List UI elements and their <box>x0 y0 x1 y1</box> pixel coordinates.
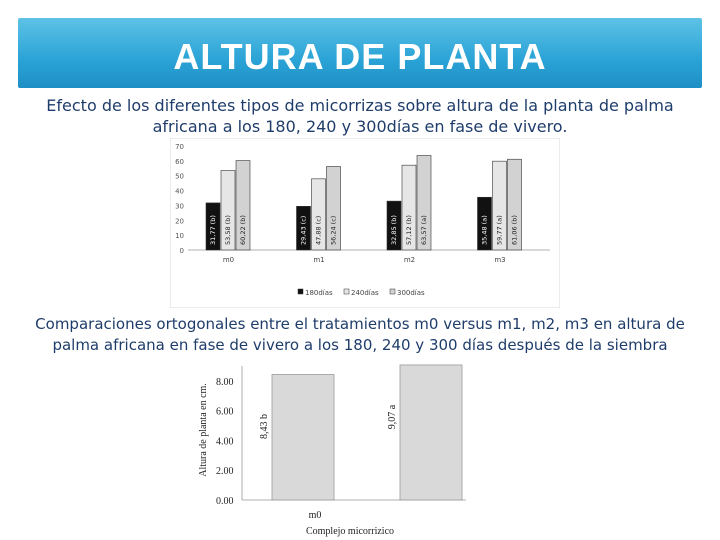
bar <box>296 206 311 251</box>
height-by-treatment-chart: 0 10 20 30 40 50 60 70 31,77 (b) 53,58 (b) 60,22 (… <box>170 138 560 308</box>
y-tick-label: 0 <box>180 247 184 255</box>
x-tick-label: m0 <box>223 256 234 264</box>
y-tick-label: 2.00 <box>216 466 234 477</box>
bar <box>477 196 492 251</box>
bar-data-label: 8,43 b <box>259 414 270 439</box>
x-tick-label: m1 <box>313 256 324 264</box>
title-banner: ALTURA DE PLANTA <box>18 18 702 88</box>
bar <box>399 364 463 501</box>
y-tick-label: 50 <box>175 173 184 181</box>
bar-data-label: 31,77 (b) <box>209 215 217 245</box>
bar-data-label: 59,77 (a) <box>496 215 504 245</box>
bar <box>235 160 251 251</box>
legend-label: 240días <box>351 289 379 297</box>
y-tick-label: 60 <box>175 158 184 166</box>
bar-data-label: 61,06 (b) <box>511 215 519 245</box>
bar <box>401 164 417 251</box>
bar-data-label: 60,22 (b) <box>239 215 247 245</box>
bar-data-label: 35,48 (a) <box>481 215 489 245</box>
y-tick-label: 4.00 <box>216 436 234 447</box>
x-tick-label: m2 <box>404 256 415 264</box>
bar-data-label: 29,43 (c) <box>300 216 308 245</box>
bar-data-label: 57,12 (b) <box>405 215 413 245</box>
page-title: ALTURA DE PLANTA <box>173 36 547 77</box>
y-tick-label: 6.00 <box>216 407 234 418</box>
y-tick-label: 0.00 <box>216 496 234 507</box>
x-tick-label: m3 <box>494 256 505 264</box>
orthogonal-comparison-chart: 0.00 2.00 4.00 6.00 8.00 8,43 b 9,07 a Altura d… <box>198 364 466 537</box>
y-tick-label: 30 <box>175 202 184 210</box>
x-axis-label: Complejo micorrizico <box>306 526 394 537</box>
bar <box>311 178 326 251</box>
y-tick-label: 70 <box>175 143 184 151</box>
y-axis-label: Altura de planta en cm. <box>198 383 209 477</box>
y-tick-label: 40 <box>175 188 184 196</box>
y-tick-label: 10 <box>175 232 184 240</box>
bar-data-label: 56,24 (c) <box>330 216 338 245</box>
bar <box>416 155 432 251</box>
bar-data-label: 53,58 (b) <box>224 215 232 245</box>
x-tick-label: m0 <box>309 510 322 521</box>
bar <box>220 170 236 251</box>
bar-data-label: 63,57 (a) <box>420 215 428 245</box>
legend-swatch <box>297 288 304 295</box>
legend-swatch <box>389 288 396 295</box>
bar-data-label: 9,07 a <box>387 404 398 429</box>
bar-data-label: 32,85 (b) <box>390 215 398 245</box>
bar <box>205 202 221 251</box>
bar-data-label: 47,88 (c) <box>315 216 323 245</box>
legend-label: 300días <box>397 289 425 297</box>
y-tick-label: 8.00 <box>216 377 234 388</box>
bar <box>386 200 402 251</box>
y-tick-label: 20 <box>175 217 184 225</box>
bar <box>492 160 507 251</box>
chart1-caption: Efecto de los diferentes tipos de micorr… <box>46 96 674 136</box>
bar <box>507 158 522 251</box>
legend-swatch <box>343 288 350 295</box>
chart2-caption: Comparaciones ortogonales entre el trata… <box>35 315 685 354</box>
legend-label: 180días <box>305 289 333 297</box>
bar <box>271 374 335 501</box>
bar <box>326 166 341 251</box>
